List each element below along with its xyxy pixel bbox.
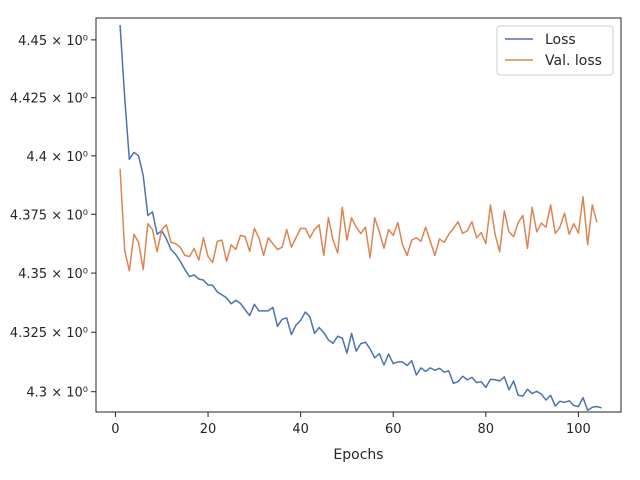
y-axis: 4.3 × 10⁰ 4.325 × 10⁰ 4.35 × 10⁰ 4.375 × 10… [10,34,96,401]
x-tick-label: 100 [566,422,591,437]
y-tick-label: 4.45 × 10⁰ [18,34,88,49]
y-tick-label: 4.4 × 10⁰ [26,150,88,165]
x-tick-label: 0 [111,422,119,437]
x-axis-label: Epochs [333,447,383,463]
series-line-loss [119,24,602,412]
x-tick-label: 40 [292,422,309,437]
x-axis: 0 20 40 60 80 100 [111,412,591,437]
y-tick-label: 4.325 × 10⁰ [10,326,88,341]
legend-label-val-loss: Val. loss [545,53,602,69]
series-lines [119,24,602,412]
legend: Loss Val. loss [496,25,614,76]
y-tick-label: 4.35 × 10⁰ [18,267,88,282]
y-tick-label: 4.375 × 10⁰ [10,208,88,223]
y-tick-label: 4.425 × 10⁰ [10,92,88,107]
x-tick-label: 20 [200,422,217,437]
series-line-val-loss [119,168,598,272]
x-tick-label: 80 [478,422,495,437]
x-tick-label: 60 [385,422,402,437]
y-tick-label: 4.3 × 10⁰ [26,386,88,401]
plot-area [95,17,622,413]
legend-label-loss: Loss [545,32,576,48]
